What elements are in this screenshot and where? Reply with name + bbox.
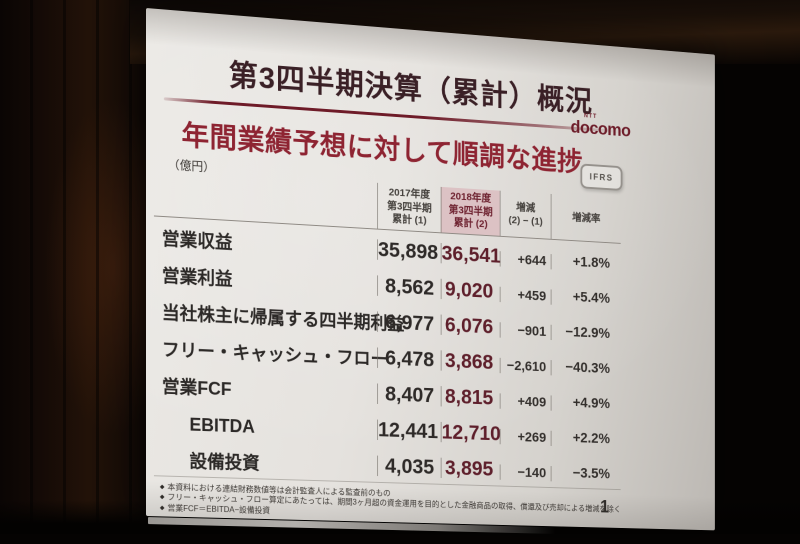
row-fy2017-value: 6,977 [377,311,441,334]
header-change: 増減 (2) − (1) [500,191,551,239]
row-fy2018-value: 3,868 [441,350,500,373]
row-fy2018-value: 12,710 [441,422,500,444]
projection-screen: 第3四半期決算（累計）概況 NTT docomo 年間業績予想に対して順調な進捗… [146,8,718,544]
row-fy2018-value: 36,541 [441,243,500,267]
wood-panel-wall [0,0,160,534]
diamond-bullet-icon: ◆ [160,505,165,511]
row-label: 営業FCF [154,377,377,404]
docomo-logo-text: docomo [571,117,631,140]
row-change-rate-value: −12.9% [551,324,621,343]
row-label: EBITDA [154,414,377,440]
table-body: 営業収益 35,898 36,541 +644 +1.8% 営業利益 8,562… [154,216,621,490]
header-fy2018-highlighted: 2018年度 第3四半期 累計 (2) [441,187,500,236]
slide: 第3四半期決算（累計）概況 NTT docomo 年間業績予想に対して順調な進捗… [146,8,715,530]
ntt-logo-text: NTT [584,113,597,120]
row-fy2018-value: 8,815 [441,386,500,409]
row-fy2018-value: 3,895 [441,458,500,480]
row-change-value: +644 [500,251,551,269]
row-fy2018-value: 6,076 [441,315,500,338]
row-change-value: +459 [500,287,551,305]
page-number: 1 [600,497,609,517]
row-label: 当社株主に帰属する四半期利益 [154,303,377,331]
row-change-value: −901 [500,322,551,340]
slide-title: 第3四半期決算（累計）概況 [174,46,643,124]
header-change-rate: 増減率 [551,194,621,243]
row-change-value: +269 [500,429,551,446]
row-fy2017-value: 4,035 [377,456,441,478]
row-change-rate-value: +5.4% [551,289,621,308]
row-fy2018-value: 9,020 [441,279,500,302]
docomo-logo: NTT docomo [571,118,631,139]
row-change-rate-value: +2.2% [551,430,621,448]
row-fy2017-value: 8,562 [377,275,441,299]
row-change-value: −2,610 [500,358,551,376]
row-fy2017-value: 8,407 [377,383,441,406]
financial-table: 2017年度 第3四半期 累計 (1) 2018年度 第3四半期 累計 (2) … [154,169,621,491]
row-fy2017-value: 6,478 [377,347,441,370]
row-fy2017-value: 35,898 [377,239,441,263]
row-label: 設備投資 [154,451,377,476]
row-change-rate-value: +4.9% [551,395,621,413]
header-fy2017: 2017年度 第3四半期 累計 (1) [377,183,441,233]
diamond-bullet-icon: ◆ [160,484,165,490]
ifrs-badge: IFRS [580,163,622,190]
row-change-value: +409 [500,393,551,410]
row-change-rate-value: +1.8% [551,254,621,274]
diamond-bullet-icon: ◆ [160,495,165,501]
row-change-value: −140 [500,464,551,481]
row-change-rate-value: −40.3% [551,360,621,379]
row-change-rate-value: −3.5% [551,466,621,484]
row-fy2017-value: 12,441 [377,420,441,443]
row-label: フリー・キャッシュ・フロー [154,340,377,368]
